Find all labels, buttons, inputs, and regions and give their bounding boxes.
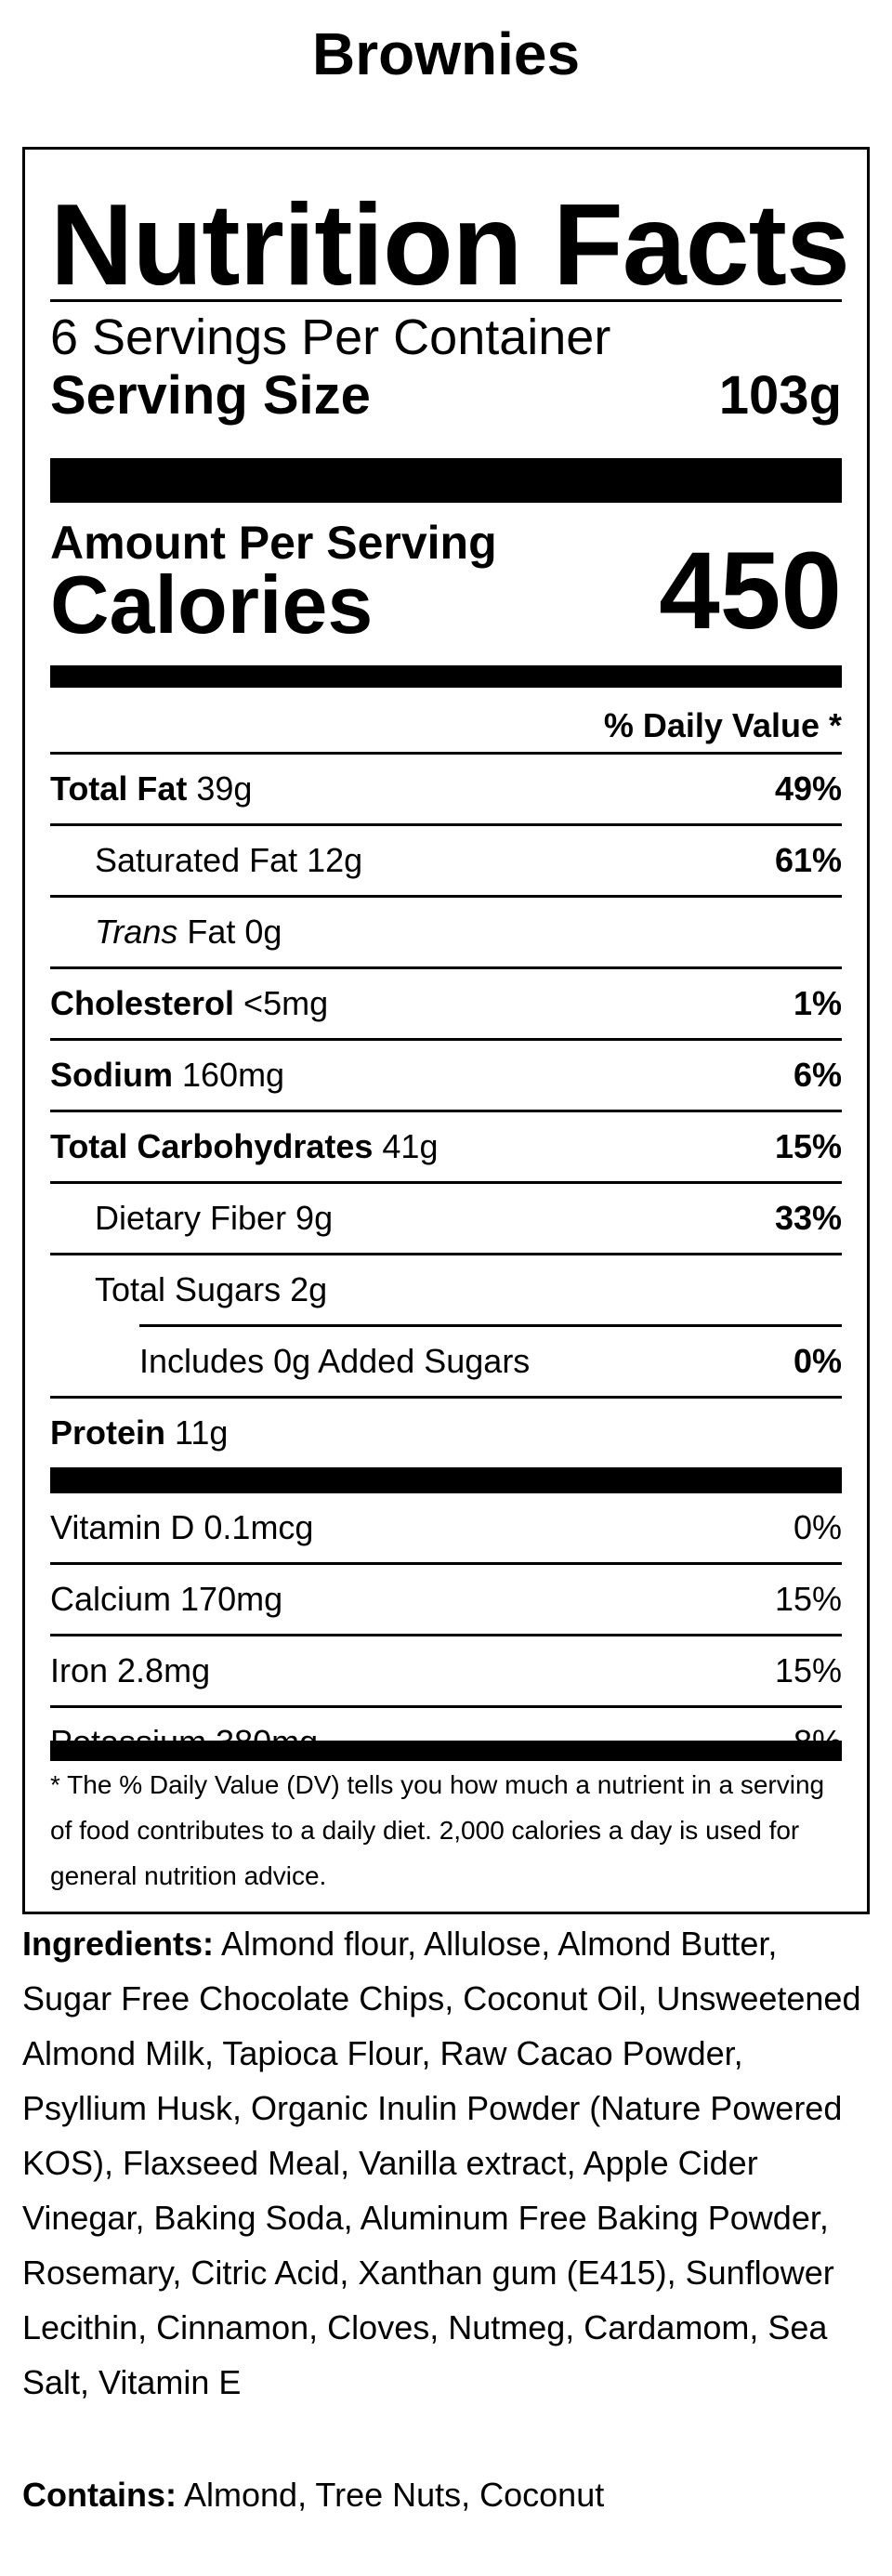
nutrient-name: Includes 0g Added Sugars [139, 1342, 531, 1380]
nutrient-row-total-fat: Total Fat 39g 49% [50, 755, 842, 823]
divider [50, 299, 842, 302]
amount-per-serving: Amount Per Serving [50, 517, 497, 569]
serving-size-value: 103g [718, 365, 842, 426]
nutrient-amount: 160mg [173, 1056, 285, 1094]
nutrient-name-rest: Fat 0g [177, 913, 282, 951]
nutrient-pct: 49% [774, 769, 842, 808]
nutrient-pct: 15% [774, 1127, 842, 1165]
nutrient-name-italic: Trans [95, 913, 178, 951]
vitamin-pct: 0% [793, 1508, 842, 1546]
divider [50, 895, 842, 898]
thick-divider [50, 1467, 842, 1493]
nutrient-row-dietary-fiber: Dietary Fiber 9g 33% [50, 1184, 842, 1253]
nutrient-name: Total Fat [50, 769, 188, 808]
nutrient-row-sodium: Sodium 160mg 6% [50, 1041, 842, 1110]
divider [50, 1253, 842, 1255]
vitamin-row-calcium: Calcium 170mg 15% [50, 1565, 842, 1634]
nutrient-name: Total Carbohydrates [50, 1127, 374, 1165]
medium-divider [50, 1741, 842, 1761]
nutrition-facts-heading: Nutrition Facts [50, 181, 850, 309]
divider [50, 966, 842, 969]
nutrient-pct: 6% [793, 1056, 842, 1094]
ingredients-text: Almond flour, Allulose, Almond Butter, S… [22, 1925, 861, 2401]
divider [50, 1396, 842, 1399]
divider [50, 1634, 842, 1636]
nutrient-row-cholesterol: Cholesterol <5mg 1% [50, 969, 842, 1038]
nutrient-row-total-carbohydrates: Total Carbohydrates 41g 15% [50, 1112, 842, 1181]
vitamin-name: Iron 2.8mg [50, 1651, 211, 1689]
medium-divider [50, 665, 842, 688]
nutrient-name: Saturated Fat 12g [95, 841, 363, 879]
ingredients-label: Ingredients: [22, 1925, 215, 1963]
contains-label: Contains: [22, 2476, 177, 2514]
vitamin-pct: 15% [774, 1580, 842, 1618]
product-title: Brownies [311, 20, 581, 87]
nutrient-row-saturated-fat: Saturated Fat 12g 61% [50, 826, 842, 895]
daily-value-footnote: * The % Daily Value (DV) tells you how m… [50, 1770, 825, 1890]
nutrient-name: Total Sugars 2g [95, 1270, 328, 1308]
nutrient-name: Cholesterol [50, 984, 235, 1022]
divider [50, 752, 842, 755]
divider [50, 823, 842, 826]
contains-text: Almond, Tree Nuts, Coconut [177, 2476, 605, 2514]
thick-divider [50, 458, 842, 503]
nutrient-pct: 61% [774, 841, 842, 879]
nutrient-row-trans-fat: Trans Fat 0g [50, 898, 842, 966]
nutrient-row-protein: Protein 11g [50, 1399, 842, 1467]
servings-per-container: 6 Servings Per Container [50, 309, 611, 365]
vitamin-name: Calcium 170mg [50, 1580, 283, 1618]
divider [139, 1324, 842, 1327]
nutrient-pct: 33% [774, 1199, 842, 1237]
divider [50, 1038, 842, 1041]
vitamin-row-vitamin-d: Vitamin D 0.1mcg 0% [50, 1493, 842, 1562]
nutrient-row-total-sugars: Total Sugars 2g [50, 1255, 842, 1324]
nutrient-amount: <5mg [234, 984, 329, 1022]
divider [50, 1110, 842, 1112]
serving-size-row: Serving Size 103g [50, 363, 842, 428]
nutrient-pct: 0% [793, 1342, 842, 1380]
nutrition-facts-label: Nutrition Facts 6 Servings Per Container… [22, 147, 870, 1914]
nutrient-name: Dietary Fiber 9g [95, 1199, 334, 1237]
serving-size-label: Serving Size [50, 365, 371, 426]
divider [50, 1562, 842, 1565]
ingredients-statement: Ingredients: Almond flour, Allulose, Alm… [22, 1916, 870, 2410]
nutrient-amount: 39g [187, 769, 253, 808]
allergen-statement: Contains: Almond, Tree Nuts, Coconut [22, 2467, 870, 2522]
divider [50, 1181, 842, 1184]
calories-label: Calories [50, 559, 374, 651]
calories-value: 450 [659, 530, 842, 652]
vitamin-row-iron: Iron 2.8mg 15% [50, 1636, 842, 1705]
vitamin-pct: 15% [774, 1651, 842, 1689]
vitamin-name: Vitamin D 0.1mcg [50, 1508, 314, 1546]
nutrient-name: Sodium [50, 1056, 173, 1094]
divider [50, 1705, 842, 1708]
nutrient-amount: 11g [165, 1413, 229, 1452]
nutrient-row-added-sugars: Includes 0g Added Sugars 0% [50, 1327, 842, 1396]
nutrient-pct: 1% [793, 984, 842, 1022]
nutrient-amount: 41g [373, 1127, 439, 1165]
daily-value-header: % Daily Value * [603, 706, 842, 744]
nutrient-name: Protein [50, 1413, 166, 1452]
